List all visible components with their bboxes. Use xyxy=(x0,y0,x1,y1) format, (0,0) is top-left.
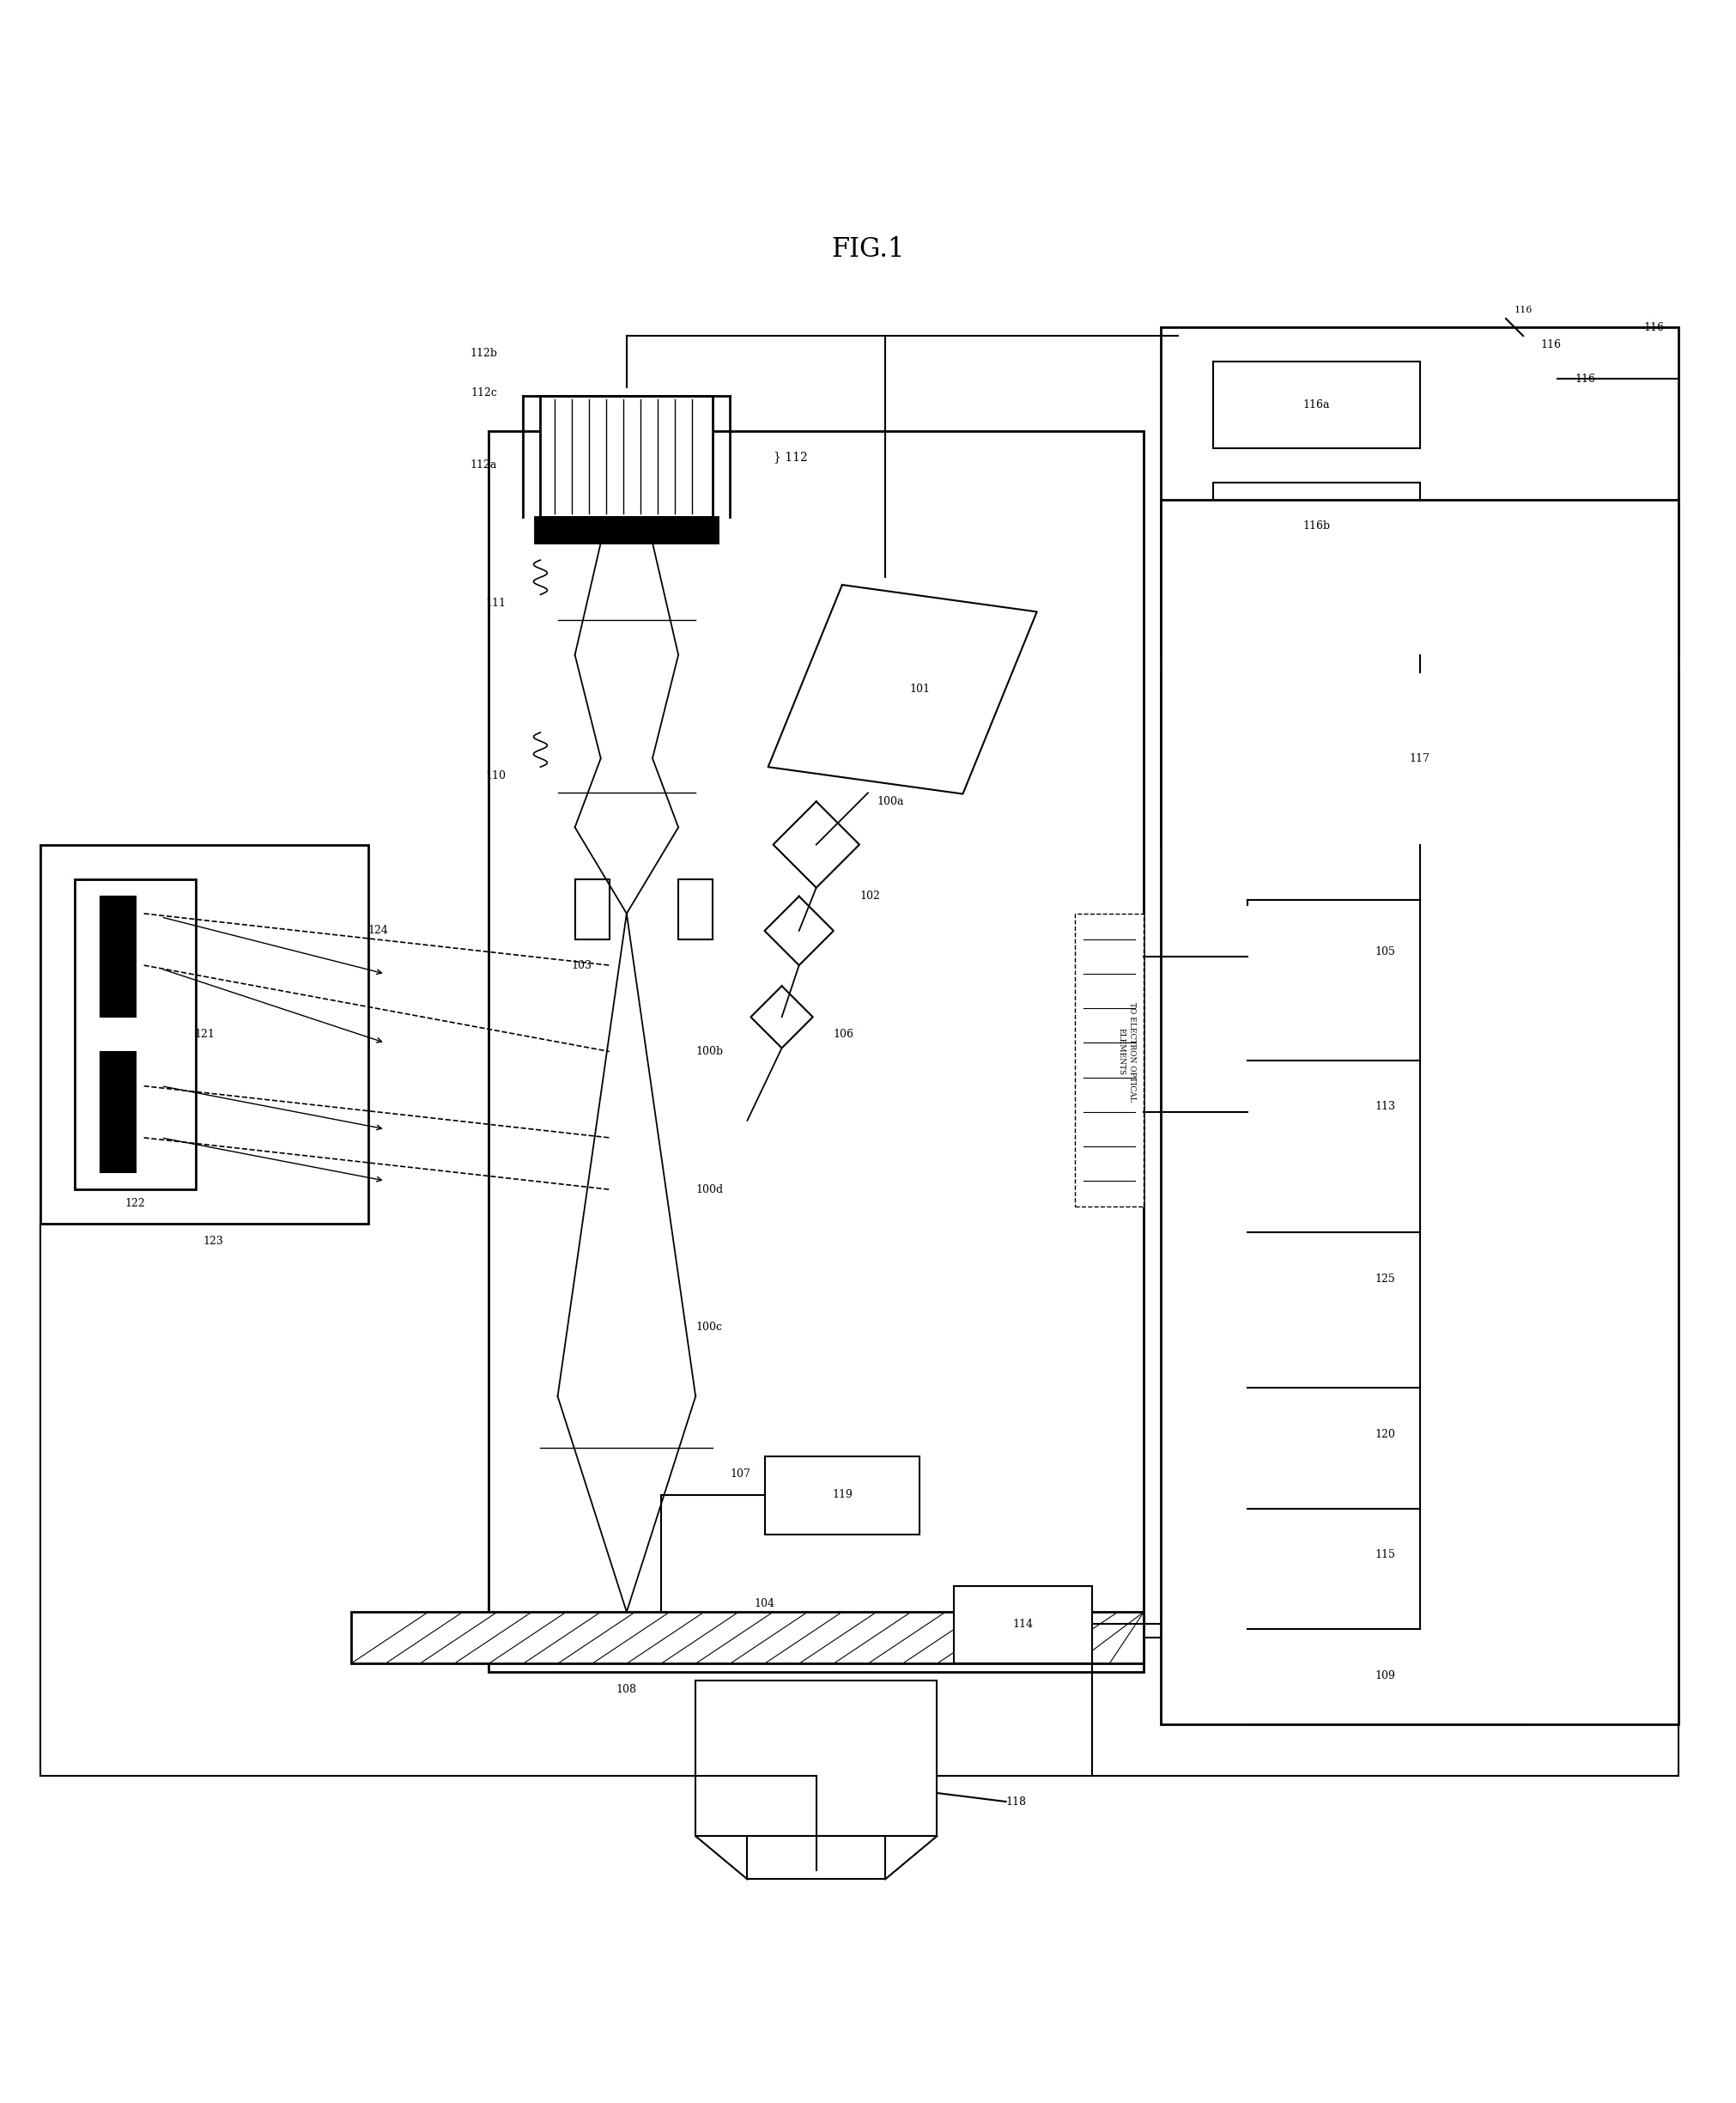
Text: 112c: 112c xyxy=(470,387,496,397)
FancyBboxPatch shape xyxy=(1161,673,1679,845)
FancyBboxPatch shape xyxy=(746,1836,885,1880)
Text: 113: 113 xyxy=(1375,1102,1396,1112)
Text: 104: 104 xyxy=(753,1598,774,1609)
Text: 118: 118 xyxy=(1005,1796,1026,1806)
Text: 121: 121 xyxy=(194,1028,215,1039)
Text: 122: 122 xyxy=(125,1199,146,1209)
FancyBboxPatch shape xyxy=(101,896,135,1018)
Text: 119: 119 xyxy=(832,1489,852,1499)
Text: 120: 120 xyxy=(1375,1428,1396,1441)
FancyBboxPatch shape xyxy=(1246,1388,1522,1483)
Text: 124: 124 xyxy=(368,925,389,936)
FancyBboxPatch shape xyxy=(1213,362,1420,448)
Text: 115: 115 xyxy=(1375,1550,1396,1560)
FancyBboxPatch shape xyxy=(696,1680,937,1836)
FancyBboxPatch shape xyxy=(540,395,713,517)
Text: 117: 117 xyxy=(1410,753,1430,763)
Text: 110: 110 xyxy=(486,770,505,780)
FancyBboxPatch shape xyxy=(955,1586,1092,1663)
FancyBboxPatch shape xyxy=(1246,1232,1522,1327)
Text: 116: 116 xyxy=(1514,305,1533,313)
Text: 102: 102 xyxy=(859,892,880,902)
FancyBboxPatch shape xyxy=(764,1457,920,1535)
Text: 100a: 100a xyxy=(877,795,904,808)
FancyBboxPatch shape xyxy=(490,431,1144,1672)
Text: 125: 125 xyxy=(1375,1274,1396,1285)
FancyBboxPatch shape xyxy=(575,879,609,940)
FancyBboxPatch shape xyxy=(1246,1630,1522,1724)
Text: 116b: 116b xyxy=(1302,519,1330,532)
Text: 103: 103 xyxy=(571,959,592,972)
Text: 106: 106 xyxy=(833,1028,854,1039)
FancyBboxPatch shape xyxy=(1161,501,1679,1724)
Text: FIG.1: FIG.1 xyxy=(832,236,904,263)
FancyBboxPatch shape xyxy=(535,517,719,543)
Text: 100d: 100d xyxy=(696,1184,724,1195)
FancyBboxPatch shape xyxy=(1246,904,1522,999)
Text: TO ELECTRON OPTICAL
ELEMENTS: TO ELECTRON OPTICAL ELEMENTS xyxy=(1118,1001,1135,1102)
Text: 112b: 112b xyxy=(470,347,496,360)
Text: 116: 116 xyxy=(1575,374,1595,385)
FancyBboxPatch shape xyxy=(351,1611,1144,1663)
Text: 116: 116 xyxy=(1540,339,1561,349)
Text: 123: 123 xyxy=(203,1237,224,1247)
Text: 101: 101 xyxy=(910,683,930,694)
FancyBboxPatch shape xyxy=(75,879,196,1190)
Text: } 112: } 112 xyxy=(773,450,807,463)
Text: 107: 107 xyxy=(731,1468,750,1481)
Text: 114: 114 xyxy=(1012,1619,1033,1630)
FancyBboxPatch shape xyxy=(1161,328,1679,654)
FancyBboxPatch shape xyxy=(679,879,713,940)
Text: 108: 108 xyxy=(616,1685,637,1695)
Text: 111: 111 xyxy=(486,597,505,608)
FancyBboxPatch shape xyxy=(40,845,368,1224)
Text: 100b: 100b xyxy=(696,1045,724,1058)
Text: 105: 105 xyxy=(1375,946,1396,957)
Text: 116a: 116a xyxy=(1302,400,1330,410)
Text: 112a: 112a xyxy=(470,461,496,471)
Text: 109: 109 xyxy=(1375,1670,1396,1680)
FancyBboxPatch shape xyxy=(101,1052,135,1171)
Text: 100c: 100c xyxy=(696,1323,722,1333)
FancyBboxPatch shape xyxy=(1213,482,1420,568)
FancyBboxPatch shape xyxy=(1246,1060,1522,1155)
Text: 116: 116 xyxy=(1644,322,1665,332)
FancyBboxPatch shape xyxy=(1075,913,1144,1207)
FancyBboxPatch shape xyxy=(1246,1508,1522,1602)
